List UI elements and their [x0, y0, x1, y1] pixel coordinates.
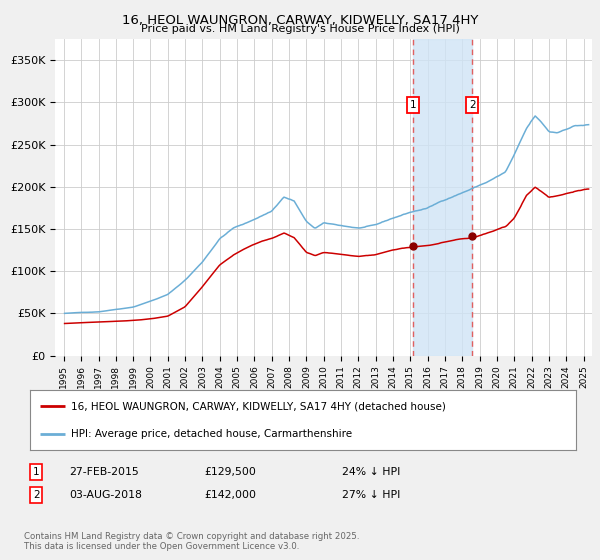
- Text: Price paid vs. HM Land Registry's House Price Index (HPI): Price paid vs. HM Land Registry's House …: [140, 24, 460, 34]
- Text: 27% ↓ HPI: 27% ↓ HPI: [342, 490, 400, 500]
- Text: 16, HEOL WAUNGRON, CARWAY, KIDWELLY, SA17 4HY (detached house): 16, HEOL WAUNGRON, CARWAY, KIDWELLY, SA1…: [71, 401, 446, 411]
- Text: 1: 1: [410, 100, 416, 110]
- Text: 27-FEB-2015: 27-FEB-2015: [69, 467, 139, 477]
- Text: 24% ↓ HPI: 24% ↓ HPI: [342, 467, 400, 477]
- Text: 2: 2: [33, 490, 40, 500]
- Text: 03-AUG-2018: 03-AUG-2018: [69, 490, 142, 500]
- Text: 2: 2: [469, 100, 476, 110]
- Text: £129,500: £129,500: [204, 467, 256, 477]
- Text: HPI: Average price, detached house, Carmarthenshire: HPI: Average price, detached house, Carm…: [71, 429, 352, 439]
- Text: 16, HEOL WAUNGRON, CARWAY, KIDWELLY, SA17 4HY: 16, HEOL WAUNGRON, CARWAY, KIDWELLY, SA1…: [122, 14, 478, 27]
- Text: 1: 1: [33, 467, 40, 477]
- Text: Contains HM Land Registry data © Crown copyright and database right 2025.
This d: Contains HM Land Registry data © Crown c…: [24, 532, 359, 552]
- Text: £142,000: £142,000: [204, 490, 256, 500]
- Bar: [413, 39, 472, 356]
